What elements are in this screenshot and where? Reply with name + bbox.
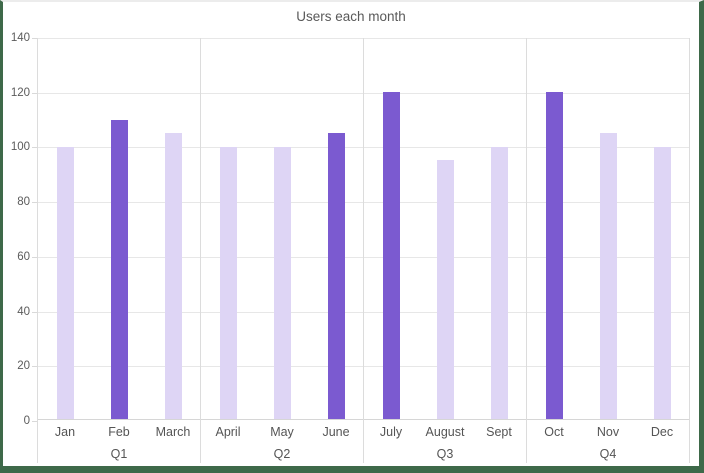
- y-tick-mark: [32, 421, 37, 422]
- y-tick-mark: [32, 38, 37, 39]
- quarter-group: Jan Feb March Q1: [38, 38, 201, 463]
- quarter-group: Oct Nov Dec Q4: [527, 38, 690, 463]
- quarter-group: April May June Q2: [201, 38, 364, 463]
- bar: [56, 146, 74, 419]
- month-label: Sept: [486, 425, 512, 439]
- month-label: Feb: [108, 425, 130, 439]
- plot-area: Jan Feb March Q1 April May June Q2 July August Sep…: [37, 38, 690, 463]
- y-tick-label: 140: [10, 32, 30, 44]
- bar-slot: [92, 38, 146, 419]
- month-label: July: [379, 425, 403, 439]
- month-label: Jan: [54, 425, 76, 439]
- quarter-label-row: Q3: [364, 444, 526, 463]
- bars-row: [364, 38, 526, 420]
- bar: [653, 146, 671, 419]
- y-tick-mark: [32, 257, 37, 258]
- month-label: August: [425, 425, 465, 439]
- bar: [164, 133, 182, 419]
- gridline: [38, 312, 690, 313]
- gridline: [38, 38, 690, 39]
- y-tick-label: 40: [17, 306, 30, 318]
- bar: [327, 133, 345, 419]
- month-label: May: [270, 425, 294, 439]
- gridlines: [38, 38, 690, 421]
- bar: [545, 92, 563, 419]
- quarter-label-row: Q1: [38, 444, 200, 463]
- bar-slot: [581, 38, 635, 419]
- y-tick-label: 60: [17, 251, 30, 263]
- y-tick-label: 80: [17, 196, 30, 208]
- y-tick-mark: [32, 312, 37, 313]
- month-label: June: [322, 425, 350, 439]
- bar: [490, 146, 508, 419]
- quarter-label-row: Q2: [201, 444, 363, 463]
- month-label: Oct: [544, 425, 564, 439]
- bar: [110, 119, 128, 419]
- y-tick-mark: [32, 93, 37, 94]
- bar: [219, 146, 237, 419]
- quarter-label: Q2: [273, 447, 291, 461]
- quarter-group: July August Sept Q3: [364, 38, 527, 463]
- bar: [599, 133, 617, 419]
- bar: [382, 92, 400, 419]
- gridline: [38, 147, 690, 148]
- bars-row: [38, 38, 200, 420]
- y-tick-label: 120: [10, 87, 30, 99]
- bar-slot: [146, 38, 200, 419]
- bar-slot: [38, 38, 92, 419]
- chart-title: Users each month: [296, 9, 406, 24]
- bar: [436, 160, 454, 419]
- quarter-label: Q1: [110, 447, 128, 461]
- gridline: [38, 202, 690, 203]
- gridline: [38, 93, 690, 94]
- month-labels-row: July August Sept: [364, 420, 526, 444]
- y-tick-label: 100: [10, 141, 30, 153]
- bar: [273, 146, 291, 419]
- y-tick-mark: [32, 147, 37, 148]
- y-tick-mark: [32, 366, 37, 367]
- month-label: Nov: [596, 425, 620, 439]
- gridline: [38, 366, 690, 367]
- bars-row: [201, 38, 363, 420]
- bar-slot: [472, 38, 526, 419]
- month-label: April: [215, 425, 241, 439]
- bars-row: [527, 38, 689, 420]
- month-label: March: [155, 425, 191, 439]
- bar-slot: [255, 38, 309, 419]
- quarter-label: Q4: [599, 447, 617, 461]
- quarter-label: Q3: [436, 447, 454, 461]
- y-axis: 0 20 40 60 80 100 120 140: [3, 32, 37, 427]
- month-label: Dec: [650, 425, 674, 439]
- month-labels-row: April May June: [201, 420, 363, 444]
- bar-slot: [364, 38, 418, 419]
- bar-slot: [418, 38, 472, 419]
- y-tick-label: 0: [23, 415, 30, 427]
- bar-slot: [201, 38, 255, 419]
- bar-slot: [635, 38, 689, 419]
- gridline: [38, 257, 690, 258]
- quarter-label-row: Q4: [527, 444, 689, 463]
- bar-slot: [527, 38, 581, 419]
- month-labels-row: Oct Nov Dec: [527, 420, 689, 444]
- month-labels-row: Jan Feb March: [38, 420, 200, 444]
- bar-slot: [309, 38, 363, 419]
- y-tick-label: 20: [17, 360, 30, 372]
- y-tick-mark: [32, 202, 37, 203]
